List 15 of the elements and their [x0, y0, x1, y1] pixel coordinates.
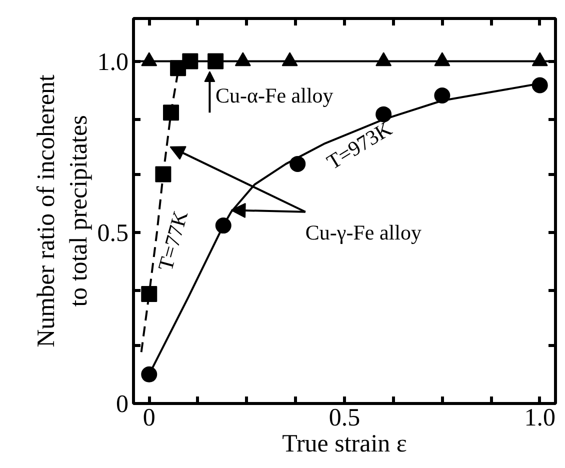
y-axis-title: Number ratio of incoherent to total precipitates [32, 74, 92, 348]
annotation: T=77K [153, 208, 193, 274]
x-tick-label: 1.0 [524, 404, 556, 432]
y-tick-label: 1.0 [97, 48, 128, 76]
y-tick-label: 0.5 [97, 220, 128, 247]
point [141, 286, 158, 302]
annotation: Cu-γ-Fe alloy [305, 220, 422, 244]
x-tick-label: 0.5 [328, 404, 360, 432]
point [163, 104, 180, 121]
point [155, 166, 172, 182]
point [532, 77, 548, 94]
x-tick-label: 0 [142, 404, 156, 432]
annotation: Cu-α-Fe alloy [216, 84, 334, 108]
x-axis-title: True strain ε [282, 430, 407, 458]
point [141, 366, 158, 382]
